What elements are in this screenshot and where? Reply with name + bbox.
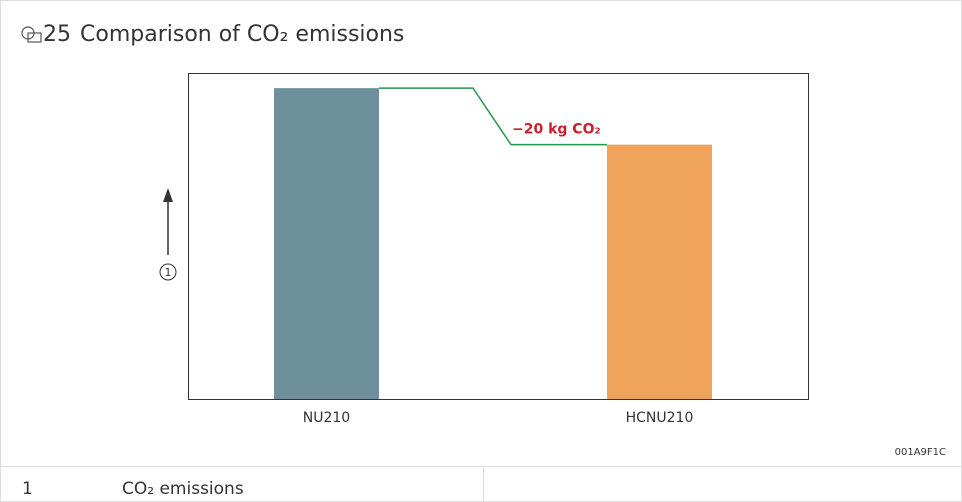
figure-icon [21,26,42,43]
callout-circle [159,263,177,281]
axis-arrow-head [163,188,173,202]
figure-id: 001A9F1C [895,447,946,458]
legend-key: 1 [22,479,33,499]
x-tick-label: NU210 [303,410,350,426]
bar [607,144,712,399]
annotation: −20 kg CO₂ [512,122,601,138]
figure-title: Comparison of CO₂ emissions [80,22,404,47]
plot-frame [188,73,809,400]
y-axis-callout: 1 [165,266,172,279]
figure-number: 25 [43,22,71,47]
legend-text: CO₂ emissions [122,479,244,499]
x-tick-label: HCNU210 [626,410,694,426]
connector [379,87,607,146]
bar [274,88,379,399]
